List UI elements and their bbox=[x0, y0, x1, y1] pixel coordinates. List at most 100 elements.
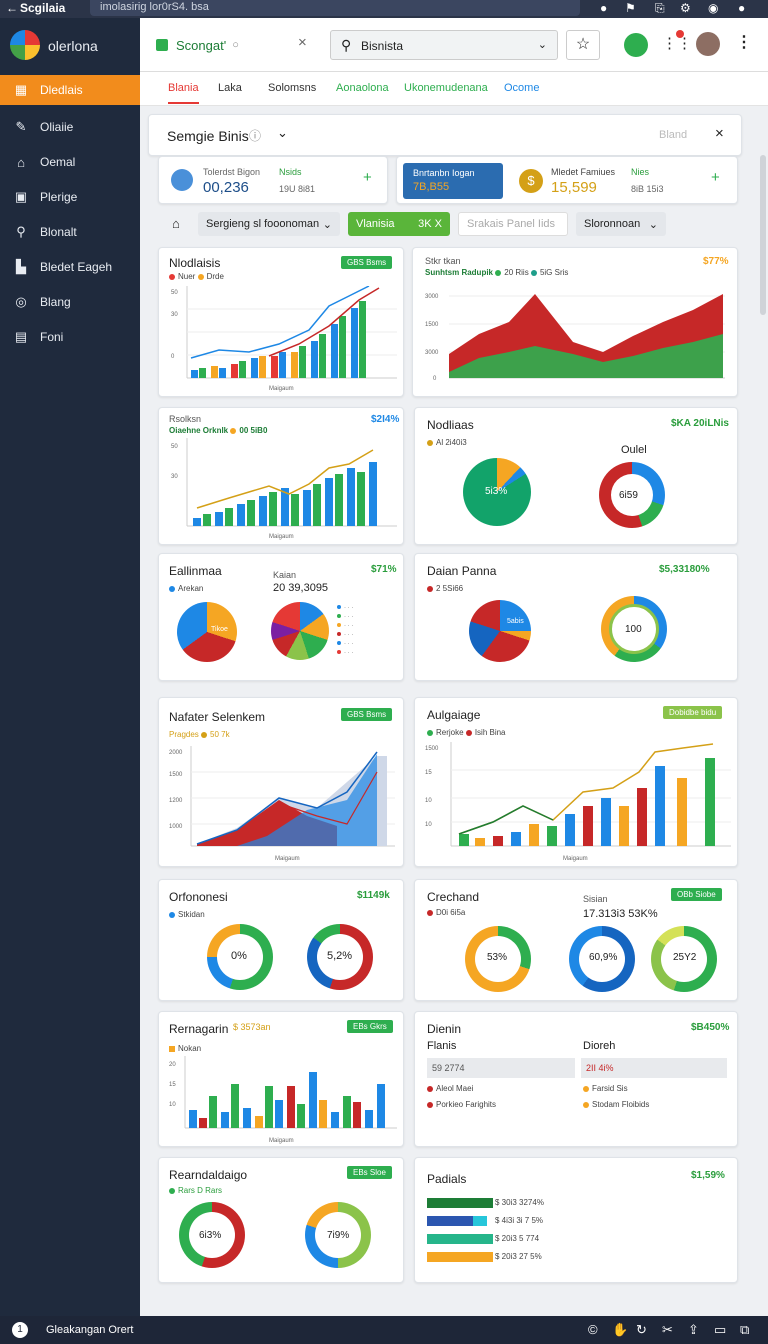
card-title: Padials bbox=[427, 1172, 467, 1186]
panel-title: Semgie Binis bbox=[167, 128, 249, 144]
avatar[interactable]: ● bbox=[738, 1, 746, 15]
dashboard-icon: ▦ bbox=[14, 82, 28, 97]
scrollbar[interactable] bbox=[760, 155, 766, 315]
search-input[interactable]: ⚲ Bisnista ⌄ bbox=[330, 30, 558, 60]
star-button[interactable]: ☆ bbox=[566, 30, 600, 60]
filter-label: Sergieng sl fooonoman bbox=[206, 218, 320, 230]
progress-label: $ 4i3i 3i 7 5% bbox=[495, 1216, 544, 1225]
chart-svg: 20 15 10 Maigaum bbox=[169, 1056, 397, 1144]
legend: Rars D Rars bbox=[169, 1186, 222, 1195]
svg-text:15: 15 bbox=[425, 770, 432, 776]
add-icon[interactable]: + bbox=[363, 169, 372, 186]
card-table: Dienin $B450% Flanis Dioreh 59 2774 2II … bbox=[414, 1011, 738, 1147]
user-avatar[interactable] bbox=[696, 32, 720, 56]
card-title: Dienin bbox=[427, 1022, 462, 1036]
svg-text:Maigaum: Maigaum bbox=[269, 1138, 294, 1144]
copy-icon[interactable]: ⧉ bbox=[740, 1322, 750, 1337]
tab-6[interactable]: Ocome bbox=[504, 82, 540, 94]
add-icon[interactable]: + bbox=[711, 169, 720, 186]
search-value: Bisnista bbox=[361, 39, 404, 53]
legend: Nokan bbox=[169, 1044, 201, 1053]
info-icon[interactable]: 1 bbox=[12, 1322, 28, 1338]
card-donuts-2: Crechand OBb Siobe D0i 6i5a Sisian 17.31… bbox=[414, 879, 738, 1001]
share-icon[interactable]: ⎘ bbox=[655, 1, 665, 15]
sub-label: Oulel bbox=[621, 444, 647, 456]
tab-4[interactable]: Aonaolona bbox=[336, 82, 389, 94]
status-label[interactable]: Gleakangan Orert bbox=[46, 1324, 134, 1336]
address-bar[interactable]: imolasirig lor0rS4. bsa bbox=[90, 0, 580, 16]
filter-sub: 3K X bbox=[418, 218, 442, 230]
sidebar-item-7[interactable]: ◎ Blang bbox=[0, 287, 140, 317]
card-title: Orfononesi bbox=[169, 890, 228, 904]
donut-label: 7i9% bbox=[327, 1230, 350, 1241]
tools-icon[interactable]: ✂ bbox=[662, 1322, 673, 1337]
sidebar-item-2[interactable]: ✎ Oliaiie bbox=[0, 112, 140, 142]
info-icon[interactable]: ⓘ bbox=[249, 129, 262, 143]
square-icon: ▣ bbox=[14, 189, 28, 204]
extension-icon[interactable]: ● bbox=[600, 1, 608, 15]
tab-1[interactable]: Blania bbox=[168, 82, 199, 104]
progress-bar bbox=[427, 1252, 493, 1262]
legend: Oiaehne Orknlk 00 5iB0 bbox=[169, 426, 268, 435]
sidebar-item-6[interactable]: ▙ Bledet Eageh bbox=[0, 252, 140, 282]
donut-label: 53% bbox=[487, 952, 508, 963]
pie-label: 5abis bbox=[507, 618, 524, 625]
card-value: $1,59% bbox=[691, 1170, 725, 1181]
close-icon[interactable]: × bbox=[715, 125, 724, 142]
window-icon[interactable]: ▭ bbox=[714, 1322, 727, 1337]
copyright-icon[interactable]: © bbox=[588, 1322, 598, 1337]
tab-2[interactable]: Laka bbox=[218, 82, 242, 94]
tab-3[interactable]: Solomsns bbox=[268, 82, 317, 94]
filter-dropdown-1[interactable]: Sergieng sl fooonoman ⌄ bbox=[198, 212, 340, 236]
refresh-icon[interactable]: ↻ bbox=[636, 1322, 647, 1337]
folder-icon: ▤ bbox=[14, 329, 28, 344]
chevron-down-icon[interactable]: ⌄ bbox=[277, 125, 288, 140]
tab-5[interactable]: Ukonemudenana bbox=[404, 82, 488, 94]
browser-tab-title[interactable]: Scgilaia bbox=[20, 1, 66, 15]
sidebar-item-dashboard[interactable]: ▦ Dledlais bbox=[0, 75, 140, 105]
card-bar-chart-2: Rsolksn $2I4% Oiaehne Orknlk 00 5iB0 50 3… bbox=[158, 407, 404, 545]
pie-chart bbox=[177, 602, 237, 662]
sidebar-item-4[interactable]: ▣ Plerige bbox=[0, 182, 140, 212]
status-avatar[interactable] bbox=[624, 33, 648, 57]
svg-text:0: 0 bbox=[171, 354, 175, 360]
back-icon[interactable]: ← bbox=[6, 1, 18, 15]
filter-3[interactable]: Srakais Panel Iids bbox=[458, 212, 568, 236]
profile-icon[interactable]: ◉ bbox=[708, 1, 719, 15]
stat-value: 7B,B55 bbox=[413, 181, 450, 193]
more-menu-icon[interactable]: ⋮ bbox=[736, 34, 752, 51]
coin-icon: $ bbox=[519, 169, 543, 193]
hand-icon[interactable]: ✋ bbox=[612, 1322, 629, 1337]
search-icon: ⚲ bbox=[341, 37, 352, 53]
stat-label: Mledet Famiues bbox=[551, 167, 616, 177]
sidebar-item-5[interactable]: ⚲ Blonalt bbox=[0, 217, 140, 247]
filter-active[interactable]: Vlanisia 3K X bbox=[348, 212, 450, 236]
pin-icon[interactable]: ⚑ bbox=[625, 1, 636, 15]
legend: Pragdes 50 7k bbox=[169, 730, 230, 739]
settings-icon[interactable]: ⚙ bbox=[680, 1, 691, 15]
stat-card-2[interactable]: Bnrtanbn Iogan 7B,B55 $ Mledet Famiues 1… bbox=[396, 156, 738, 204]
apps-grid-icon[interactable]: ⋮⋮ bbox=[662, 35, 692, 52]
legend: 2 5Si66 bbox=[427, 584, 463, 593]
sidebar-item-3[interactable]: ⌂ Oemal bbox=[0, 147, 140, 177]
sidebar-item-label: Oliaiie bbox=[40, 120, 74, 134]
sub-label: Sisian bbox=[583, 894, 608, 904]
sidebar-item-8[interactable]: ▤ Foni bbox=[0, 322, 140, 352]
doc-tab[interactable]: Scongat' ○ bbox=[156, 32, 306, 58]
stat-card-1[interactable]: Tolerdst Bigon 00,236 Nsids 19U 8i81 + bbox=[158, 156, 388, 204]
folder-icon[interactable]: ⌂ bbox=[172, 216, 180, 231]
donut-chart-2 bbox=[305, 1202, 371, 1268]
pie-label: 5i3% bbox=[485, 486, 508, 497]
legend: Arekan bbox=[169, 584, 203, 593]
card-title: Nlodlaisis bbox=[169, 256, 221, 270]
card-badge: EBs Gkrs bbox=[347, 1020, 393, 1033]
stat-sub-value: 8iB 15i3 bbox=[631, 184, 664, 194]
share-icon[interactable]: ⇪ bbox=[688, 1322, 699, 1337]
card-value: $1149k bbox=[357, 890, 390, 901]
close-icon[interactable]: × bbox=[298, 34, 307, 51]
status-bar: 1 Gleakangan Orert © ✋ ↻ ✂ ⇪ ▭ ⧉ bbox=[0, 1316, 768, 1344]
wrench-icon: ✎ bbox=[15, 119, 27, 134]
pie-label: Tikoe bbox=[211, 626, 228, 633]
card-title: Daian Panna bbox=[427, 564, 497, 578]
filter-dropdown-4[interactable]: Sloronnoan ⌄ bbox=[576, 212, 666, 236]
